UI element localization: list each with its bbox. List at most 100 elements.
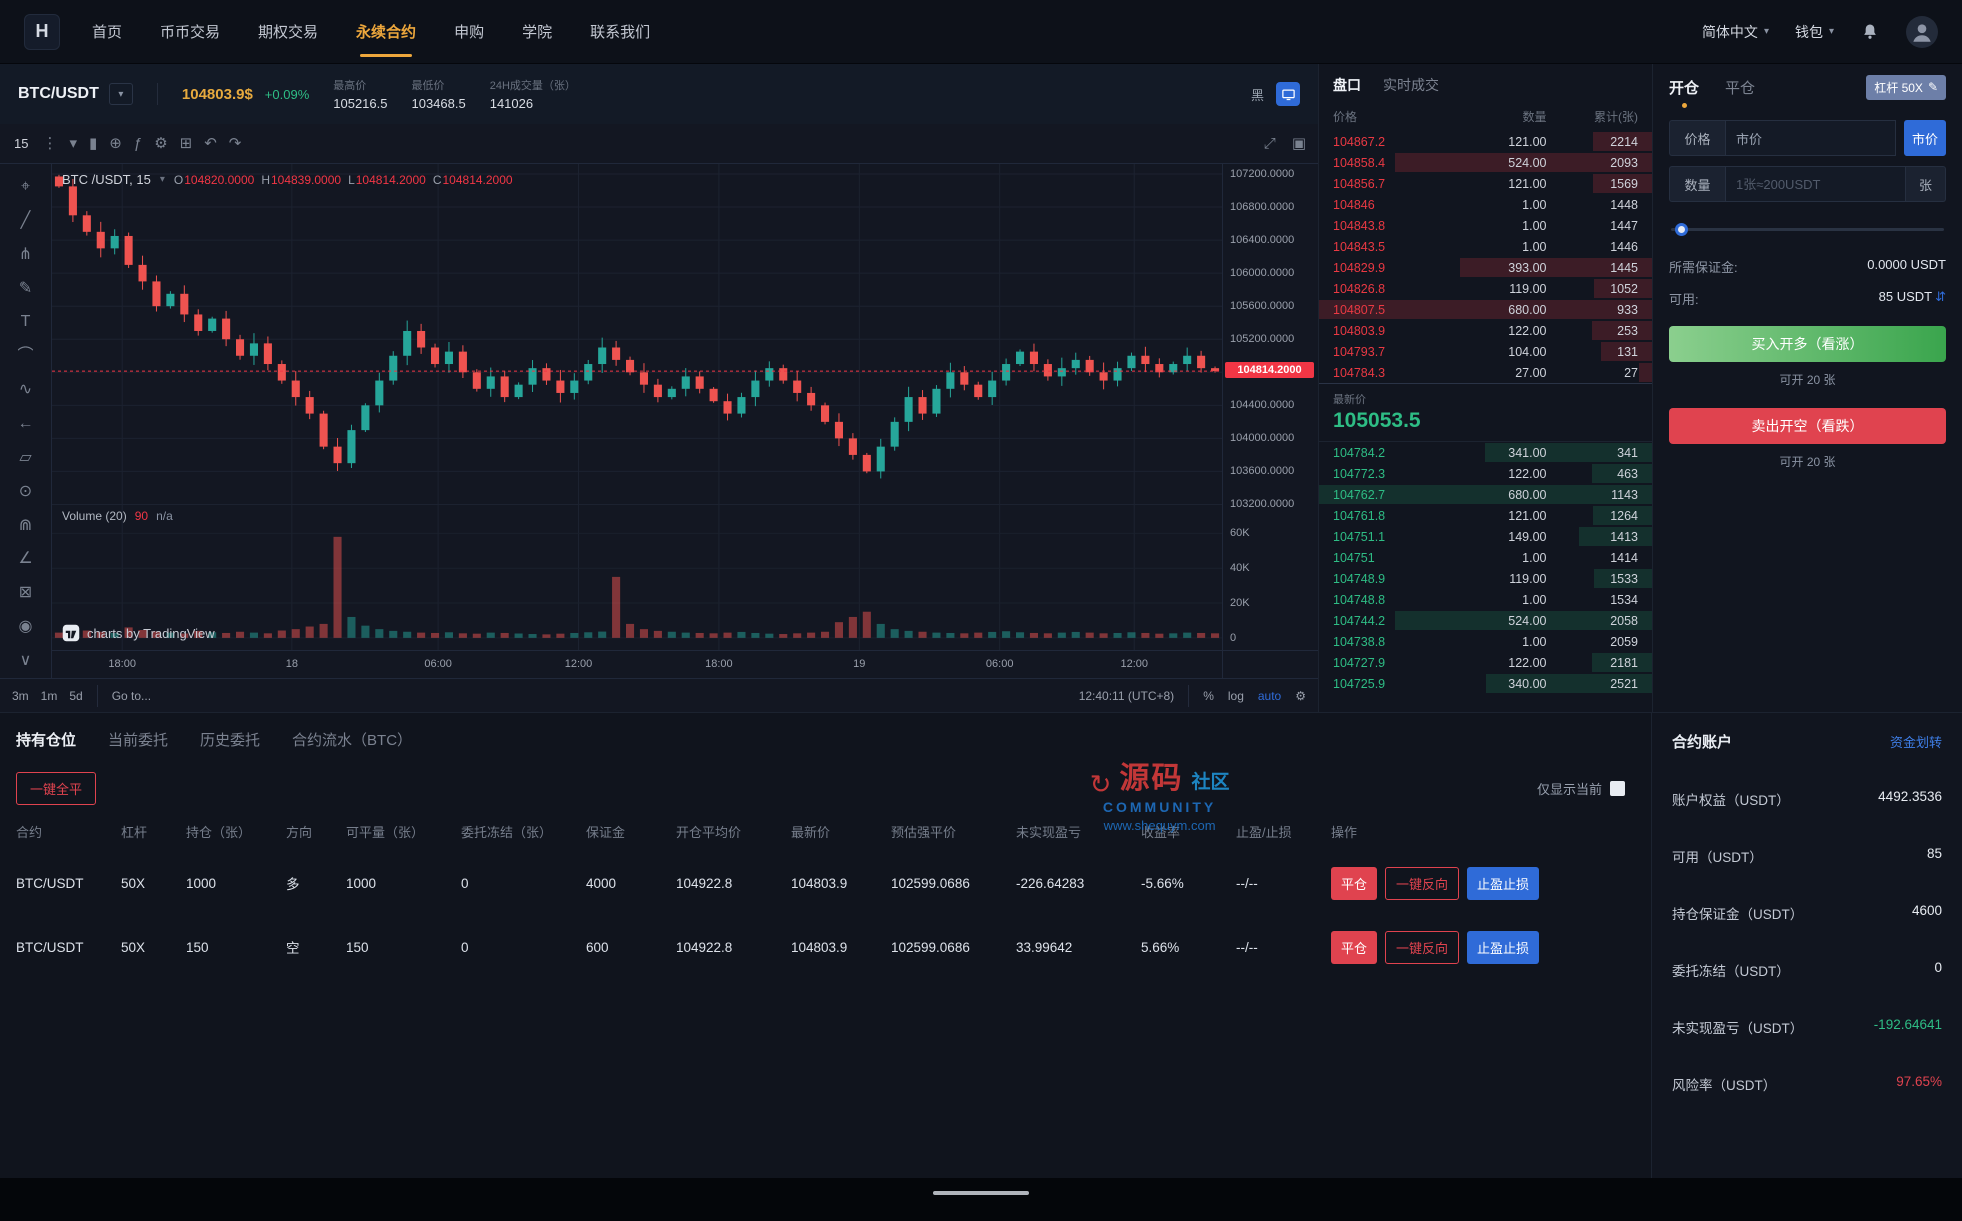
pitchfork-icon[interactable]: ⋔	[18, 245, 33, 263]
chevron-down-icon[interactable]: ▾	[159, 174, 165, 185]
orderbook-row[interactable]: 104843.5 1.00 1446	[1319, 236, 1652, 257]
language-selector[interactable]: 简体中文 ▾	[1702, 22, 1769, 42]
crosshair-icon[interactable]: ⌖	[20, 177, 30, 195]
orderbook-row[interactable]: 104727.9 122.00 2181	[1319, 652, 1652, 673]
auto-scale-button[interactable]: auto	[1257, 688, 1282, 703]
leverage-button[interactable]: 杠杆 50X ✎	[1866, 74, 1946, 100]
range-button[interactable]: 5d	[69, 688, 83, 703]
measure-icon[interactable]: ∠	[18, 550, 33, 568]
range-button[interactable]: 3m	[12, 688, 29, 703]
orderbook-row[interactable]: 104807.5 680.00 933	[1319, 299, 1652, 320]
orderbook-row[interactable]: 104856.7 121.00 1569	[1319, 173, 1652, 194]
gear-icon[interactable]: ⚙	[154, 135, 168, 152]
nav-item[interactable]: 期权交易	[258, 24, 319, 41]
tpsl-button[interactable]: 止盈止损	[1467, 866, 1540, 900]
timeframe-button[interactable]: 15	[14, 136, 29, 151]
shapes-icon[interactable]: ▱	[19, 448, 32, 466]
price-axis[interactable]: 107200.0000 106800.0000 106400.0000 106000.…	[1222, 164, 1318, 650]
redo-icon[interactable]: ↷	[228, 135, 242, 152]
time-axis[interactable]: 18:00 18 06:00 12:00 18:00 19 06:00 12:00	[52, 650, 1222, 678]
orderbook-row[interactable]: 104725.9 340.00 2521	[1319, 673, 1652, 694]
nav-item[interactable]: 联系我们	[590, 24, 651, 41]
kebab-menu-icon[interactable]: ⋮	[42, 135, 58, 152]
tab-trades[interactable]: 实时成交	[1383, 77, 1439, 93]
orderbook-row[interactable]: 104748.9 119.00 1533	[1319, 568, 1652, 589]
display-mode-button[interactable]	[1276, 82, 1300, 106]
pattern-icon[interactable]: ⌒	[17, 347, 34, 365]
orderbook-row[interactable]: 104803.9 122.00 253	[1319, 320, 1652, 341]
nav-item[interactable]: 学院	[522, 24, 553, 41]
reverse-position-button[interactable]: 一键反向	[1385, 866, 1460, 900]
wallet-menu[interactable]: 钱包 ▾	[1795, 22, 1834, 42]
orderbook-row[interactable]: 104751.1 149.00 1413	[1319, 526, 1652, 547]
candlestick-canvas[interactable]	[52, 164, 1222, 650]
brush-icon[interactable]: ✎	[18, 279, 33, 297]
arrow-left-icon[interactable]: ←	[17, 414, 34, 432]
positions-tab[interactable]: 持有仓位	[16, 731, 77, 749]
orderbook-row[interactable]: 104826.8 119.00 1052	[1319, 278, 1652, 299]
gear-icon[interactable]: ⚙	[1295, 688, 1306, 703]
theme-toggle[interactable]: 黑	[1250, 87, 1264, 103]
trendline-icon[interactable]: ╱	[20, 211, 31, 229]
orderbook-row[interactable]: 104784.2 341.00 341	[1319, 442, 1652, 463]
orderbook-row[interactable]: 104762.7 680.00 1143	[1319, 484, 1652, 505]
orderbook-row[interactable]: 104748.8 1.00 1534	[1319, 589, 1652, 610]
close-position-button[interactable]: 平仓	[1331, 930, 1378, 964]
layout-grid-icon[interactable]: ⊞	[179, 135, 193, 152]
orderbook-row[interactable]: 104867.2 121.00 2214	[1319, 131, 1652, 152]
tab-open-position[interactable]: 开仓	[1669, 65, 1699, 110]
lock-icon[interactable]: ⊠	[18, 584, 33, 602]
nav-item[interactable]: 首页	[92, 24, 123, 41]
slider-knob[interactable]	[1675, 223, 1688, 236]
positions-tab[interactable]: 历史委托	[200, 731, 261, 749]
positions-tab[interactable]: 当前委托	[108, 731, 169, 749]
reverse-position-button[interactable]: 一键反向	[1385, 930, 1460, 964]
tradingview-credit[interactable]: charts by TradingView	[62, 624, 215, 642]
orderbook-row[interactable]: 104829.9 393.00 1445	[1319, 257, 1652, 278]
tab-orderbook[interactable]: 盘口	[1333, 77, 1361, 93]
quantity-input[interactable]	[1725, 166, 1906, 202]
legend-symbol[interactable]: BTC /USDT, 15	[62, 172, 151, 187]
only-current-checkbox[interactable]	[1610, 780, 1625, 796]
orderbook-row[interactable]: 104751 1.00 1414	[1319, 547, 1652, 568]
notifications-bell-icon[interactable]	[1860, 22, 1880, 42]
market-price-button[interactable]: 市价	[1904, 120, 1946, 156]
candles-style-icon[interactable]: ▮	[89, 135, 98, 152]
user-avatar[interactable]	[1906, 15, 1938, 48]
nav-item[interactable]: 申购	[454, 24, 485, 41]
compare-icon[interactable]: ⊕	[109, 135, 122, 152]
orderbook-row[interactable]: 104738.8 1.00 2059	[1319, 631, 1652, 652]
orderbook-row[interactable]: 104784.3 27.00 27	[1319, 362, 1652, 383]
nav-item[interactable]: 币币交易	[160, 24, 221, 41]
close-all-button[interactable]: 一键全平	[16, 771, 97, 805]
percent-scale-button[interactable]: %	[1203, 688, 1214, 703]
text-tool-icon[interactable]: T	[20, 313, 31, 331]
transfer-icon[interactable]: ⇵	[1935, 289, 1946, 304]
zoom-icon[interactable]: ⊙	[18, 482, 33, 500]
tpsl-button[interactable]: 止盈止损	[1467, 930, 1540, 964]
buy-long-button[interactable]: 买入开多（看涨）	[1669, 326, 1946, 362]
camera-icon[interactable]: ▣	[1291, 135, 1306, 152]
goto-date-button[interactable]: Go to...	[111, 688, 152, 703]
app-logo[interactable]: H	[24, 13, 60, 50]
positions-tab[interactable]: 合约流水（BTC）	[292, 731, 413, 749]
nav-item[interactable]: 永续合约	[354, 0, 418, 63]
undo-icon[interactable]: ↶	[204, 135, 217, 152]
range-button[interactable]: 1m	[40, 688, 58, 703]
indicators-icon[interactable]: ƒ	[133, 135, 143, 152]
forecast-icon[interactable]: ∿	[18, 381, 33, 399]
magnet-icon[interactable]: ⋒	[18, 516, 33, 534]
chart-plot-area[interactable]: BTC /USDT, 15 ▾ O104820.0000 H104839.0000…	[52, 164, 1318, 678]
pair-selector[interactable]: BTC/USDT ▾	[18, 83, 133, 105]
orderbook-row[interactable]: 104858.4 524.00 2093	[1319, 152, 1652, 173]
eye-icon[interactable]: ◉	[18, 618, 33, 636]
transfer-link[interactable]: 资金划转	[1889, 735, 1942, 750]
orderbook-row[interactable]: 104843.8 1.00 1447	[1319, 215, 1652, 236]
log-scale-button[interactable]: log	[1227, 688, 1244, 703]
orderbook-row[interactable]: 104793.7 104.00 131	[1319, 341, 1652, 362]
quantity-slider[interactable]	[1671, 222, 1944, 236]
orderbook-row[interactable]: 104772.3 122.00 463	[1319, 463, 1652, 484]
orderbook-row[interactable]: 104761.8 121.00 1264	[1319, 505, 1652, 526]
chevron-down-icon[interactable]: ▾	[69, 135, 77, 152]
chevron-down-icon[interactable]: ∨	[19, 651, 32, 669]
